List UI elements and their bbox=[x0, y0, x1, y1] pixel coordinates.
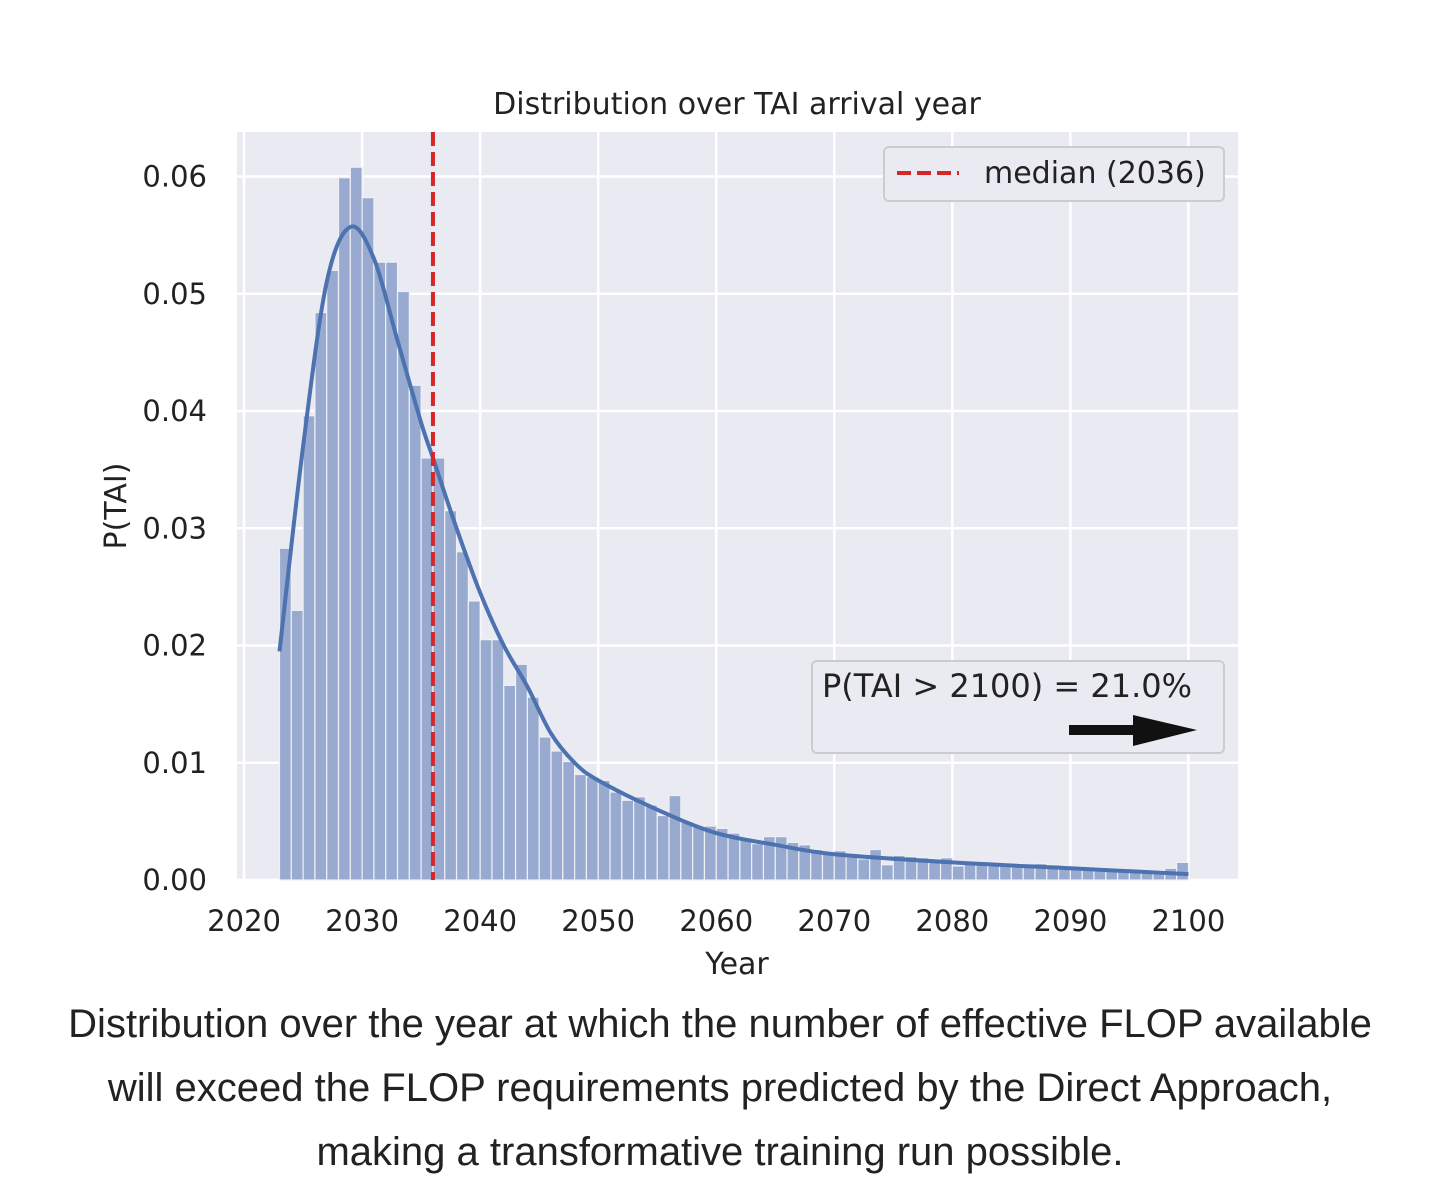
histogram-bar bbox=[951, 865, 965, 881]
y-tick-label: 0.02 bbox=[142, 629, 207, 663]
histogram-bar bbox=[880, 864, 894, 881]
histogram-bar bbox=[491, 639, 505, 881]
x-tick-label: 2100 bbox=[1152, 904, 1226, 938]
legend-median-label: median (2036) bbox=[984, 156, 1206, 191]
bars bbox=[278, 166, 1190, 881]
histogram-bar bbox=[314, 311, 328, 881]
histogram-bar bbox=[326, 269, 340, 881]
y-tick-label: 0.06 bbox=[142, 160, 207, 194]
histogram-bar bbox=[821, 851, 835, 881]
legend: median (2036) bbox=[883, 146, 1225, 202]
y-tick-label: 0.04 bbox=[142, 394, 207, 428]
chart-title: Distribution over TAI arrival year bbox=[493, 87, 981, 122]
histogram-bar bbox=[751, 843, 765, 881]
x-tick-label: 2030 bbox=[325, 904, 399, 938]
histogram-bar bbox=[739, 838, 753, 881]
annotation-text: P(TAI > 2100) = 21.0% bbox=[822, 667, 1192, 705]
x-tick-labels: 2020 2030 2040 2050 2060 2070 2080 2090 2100 bbox=[207, 904, 1225, 938]
x-tick-label: 2020 bbox=[207, 904, 281, 938]
y-tick-labels: 0.00 0.01 0.02 0.03 0.04 0.05 0.06 bbox=[142, 160, 207, 897]
histogram-bar bbox=[680, 820, 694, 881]
histogram-bar bbox=[467, 600, 481, 881]
histogram-bar bbox=[869, 848, 883, 881]
histogram-bar bbox=[479, 639, 493, 881]
histogram-bar bbox=[444, 510, 458, 881]
histogram-bar bbox=[574, 773, 588, 881]
y-axis-label: P(TAI) bbox=[99, 463, 134, 550]
kde-curve bbox=[277, 224, 1189, 877]
histogram-bar bbox=[668, 794, 682, 881]
y-tick-label: 0.00 bbox=[142, 863, 207, 897]
x-tick-label: 2090 bbox=[1033, 904, 1107, 938]
x-axis-label: Year bbox=[704, 947, 769, 982]
y-tick-label: 0.01 bbox=[142, 746, 207, 780]
histogram-bar bbox=[644, 804, 658, 881]
histogram-bar bbox=[585, 776, 599, 881]
histogram-bar bbox=[562, 760, 576, 881]
histogram-bar bbox=[1176, 861, 1190, 881]
histogram-bar bbox=[503, 684, 517, 881]
histogram-bar bbox=[385, 261, 399, 881]
histogram-bar bbox=[656, 814, 670, 881]
histogram-bar bbox=[302, 415, 316, 881]
histogram-bar bbox=[597, 779, 611, 881]
histogram-bar bbox=[514, 663, 528, 881]
x-tick-label: 2080 bbox=[915, 904, 989, 938]
histogram-bar bbox=[633, 796, 647, 881]
arrow-right-icon bbox=[1069, 715, 1197, 746]
histogram-bar bbox=[361, 197, 375, 881]
x-tick-label: 2050 bbox=[561, 904, 635, 938]
histogram-bar bbox=[290, 609, 304, 881]
y-tick-label: 0.05 bbox=[142, 277, 207, 311]
annotation-box: P(TAI > 2100) = 21.0% bbox=[811, 660, 1225, 754]
figure-caption: Distribution over the year at which the … bbox=[68, 1002, 1372, 1174]
histogram-bar bbox=[337, 177, 351, 881]
x-tick-label: 2060 bbox=[679, 904, 753, 938]
histogram-bar bbox=[845, 855, 859, 881]
histogram-bar bbox=[373, 261, 387, 881]
histogram-bar bbox=[963, 862, 977, 881]
histogram-bar bbox=[609, 791, 623, 881]
x-tick-label: 2040 bbox=[443, 904, 517, 938]
histogram-bar bbox=[692, 826, 706, 881]
histogram-chart: Distribution over TAI arrival year 2020 2… bbox=[99, 87, 1238, 982]
y-tick-label: 0.03 bbox=[142, 511, 207, 545]
histogram-bar bbox=[857, 858, 871, 881]
histogram-bar bbox=[621, 799, 635, 881]
histogram-bar bbox=[550, 750, 564, 881]
histogram-bar bbox=[538, 736, 552, 881]
histogram-bar bbox=[455, 551, 469, 881]
histogram-bar bbox=[408, 384, 422, 881]
histogram-bar bbox=[349, 166, 363, 881]
histogram-bar bbox=[526, 696, 540, 881]
x-tick-label: 2070 bbox=[797, 904, 871, 938]
